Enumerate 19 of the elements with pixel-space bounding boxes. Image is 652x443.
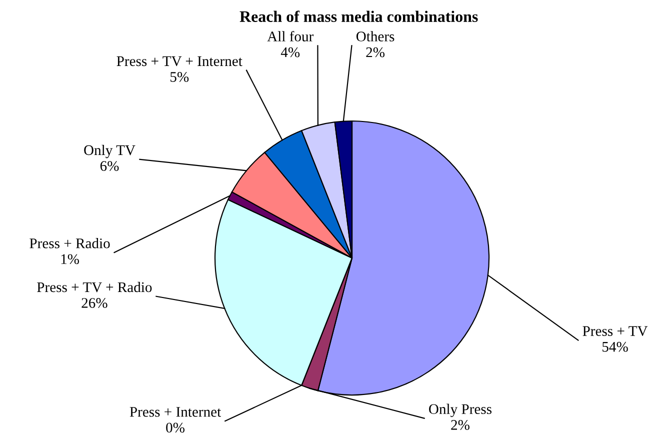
data-label: 2%	[366, 47, 385, 58]
text: 0%	[166, 422, 184, 433]
slice-label: Only Press	[429, 404, 492, 418]
slice-label: All four	[267, 31, 314, 42]
data-label: 4%	[280, 47, 300, 58]
data-label: 54%	[602, 342, 628, 352]
chart-title: Reach of mass media combinations	[240, 10, 478, 22]
data-label: 1%	[61, 254, 80, 264]
slice-label: Press + TV + Radio	[37, 282, 152, 292]
slice-label: Press + Radio	[30, 238, 110, 248]
category-label: Press + Internet	[130, 407, 222, 417]
slice-label: Press + TV + Internet	[116, 56, 242, 66]
slice-label: Press + TV	[582, 326, 648, 336]
data-label: 6%	[100, 161, 119, 171]
slice-label: Only TV	[84, 144, 136, 158]
data-label: 5%	[170, 72, 189, 82]
data-label: 26%	[82, 298, 108, 308]
data-label: 2%	[451, 420, 470, 430]
slice-label: Others	[356, 31, 394, 42]
